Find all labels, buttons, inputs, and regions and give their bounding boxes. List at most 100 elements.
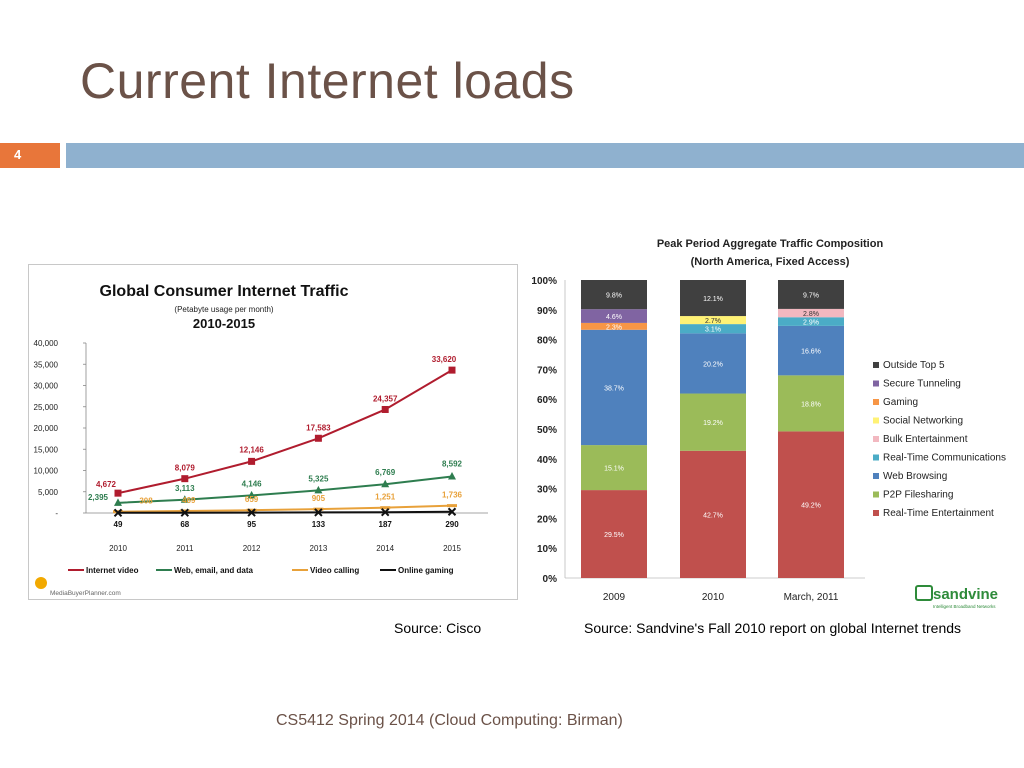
y-tick-label: 0% [543, 574, 558, 585]
watermark-text: MediaBuyerPlanner.com [50, 590, 121, 597]
x-tick-label: 2014 [376, 544, 394, 553]
legend-label: Outside Top 5 [883, 360, 945, 371]
legend-label: Real-Time Communications [883, 453, 1006, 464]
data-point [380, 507, 390, 517]
bar-segment [680, 333, 746, 394]
data-point [247, 508, 256, 517]
chart-title: Peak Period Aggregate Traffic Compositio… [657, 238, 884, 250]
series-line-internet-video [117, 369, 453, 495]
x-tick-label: 2010 [109, 544, 127, 553]
y-tick-label: 90% [537, 306, 557, 317]
chart-title: Global Consumer Internet Traffic [100, 283, 349, 300]
bar-segment [581, 445, 647, 491]
bar-value-label: 2.8% [803, 311, 819, 318]
y-tick-label: 20,000 [34, 424, 59, 433]
data-label: 8,079 [175, 464, 196, 473]
series-line-video-calling [117, 504, 453, 513]
legend-label: Web, email, and data [174, 566, 254, 575]
series-line-online-gaming [117, 510, 453, 514]
legend-swatch [873, 491, 879, 498]
y-tick-label: 20% [537, 514, 557, 525]
bar-value-label: 9.7% [803, 292, 819, 299]
bar-value-label: 2.9% [803, 320, 819, 327]
data-label: 1,251 [375, 493, 396, 502]
data-point [114, 498, 122, 506]
data-label: 68 [180, 520, 189, 529]
y-tick-label: 10,000 [34, 467, 59, 476]
sandvine-logo-tagline: Intelligent Broadband Networks [933, 604, 996, 609]
legend-swatch [873, 510, 879, 516]
bar-segment [778, 280, 844, 309]
legend-label: P2P Filesharing [883, 490, 953, 501]
data-point [180, 495, 189, 503]
x-tick-label: March, 2011 [784, 592, 839, 603]
source-cisco-caption: Source: Cisco [394, 620, 482, 636]
bar-segment [680, 280, 746, 317]
data-label: 2,395 [88, 493, 109, 502]
legend-label: Gaming [883, 397, 918, 408]
data-point [380, 506, 391, 510]
bar-value-label: 2.7% [705, 318, 721, 325]
bar-value-label: 12.1% [703, 296, 723, 303]
data-label: 659 [245, 495, 259, 504]
legend-label: Online gaming [398, 566, 454, 575]
data-point [246, 508, 257, 512]
data-point [114, 489, 122, 497]
data-label: 4,146 [242, 479, 263, 488]
x-tick-label: 2015 [443, 544, 461, 553]
data-point [313, 507, 324, 511]
y-tick-label: 50% [537, 425, 557, 436]
y-tick-label: 30,000 [34, 382, 59, 391]
y-tick-label: 30% [537, 485, 557, 496]
data-point [381, 405, 389, 413]
bar-segment [778, 431, 844, 578]
x-tick-label: 2009 [603, 592, 626, 603]
data-label: 5,325 [308, 474, 329, 483]
legend-swatch [873, 380, 879, 387]
legend-label: Video calling [310, 566, 359, 575]
data-label: 187 [379, 520, 393, 529]
legend-swatch [873, 417, 879, 424]
y-tick-label: 10% [537, 544, 557, 555]
data-label: 1,736 [442, 491, 463, 500]
data-label: 12,146 [239, 445, 264, 454]
legend-label: Internet video [86, 566, 139, 575]
data-label: 4,672 [96, 480, 117, 489]
bar-segment [680, 393, 746, 451]
data-label: 6,769 [375, 468, 396, 477]
data-label: 905 [312, 494, 326, 503]
data-label: 33,620 [432, 355, 457, 364]
y-tick-label: - [55, 509, 58, 518]
y-tick-label: 25,000 [34, 403, 59, 412]
data-point [181, 475, 189, 483]
slide-number: 4 [14, 147, 22, 162]
data-label: 469 [182, 496, 196, 505]
bar-value-label: 18.8% [801, 401, 821, 408]
legend-label: Real-Time Entertainment [883, 508, 994, 519]
legend-swatch [873, 473, 879, 479]
data-label: 49 [114, 520, 123, 529]
y-tick-label: 35,000 [34, 360, 59, 369]
bar-segment [680, 450, 746, 578]
y-tick-label: 40% [537, 455, 557, 466]
data-label: 24,357 [373, 394, 398, 403]
data-point [248, 457, 256, 465]
data-point [381, 479, 390, 488]
source-sandvine-caption: Source: Sandvine's Fall 2010 report on g… [584, 620, 962, 636]
bar-value-label: 19.2% [703, 420, 723, 427]
chart-year-range: 2010-2015 [193, 316, 255, 331]
bar-value-label: 20.2% [703, 361, 723, 368]
bar-value-label: 4.6% [606, 314, 622, 321]
bar-segment [581, 309, 647, 323]
legend-swatch [873, 362, 879, 368]
media-buyer-logo-icon [35, 577, 47, 589]
sandvine-logo-text: sandvine [933, 586, 998, 603]
slide-number-badge: 4 [0, 143, 60, 168]
data-point [314, 434, 322, 442]
bar-segment [778, 375, 844, 432]
data-point [179, 509, 190, 513]
slide-footer: CS5412 Spring 2014 (Cloud Computing: Bir… [276, 712, 623, 729]
y-tick-label: 15,000 [34, 445, 59, 454]
data-point [447, 507, 457, 516]
bar-value-label: 15.1% [604, 466, 624, 473]
